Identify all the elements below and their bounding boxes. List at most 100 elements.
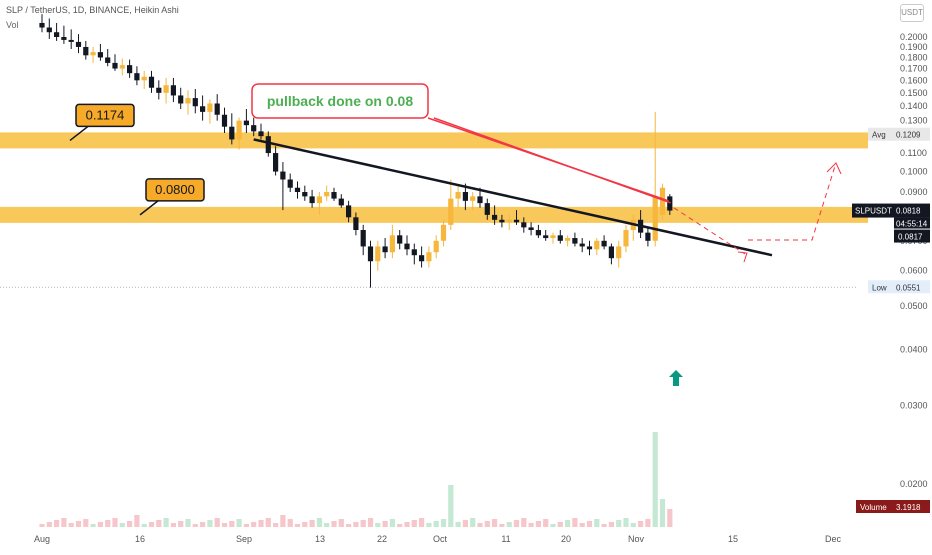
volume-bar — [448, 485, 454, 527]
volume-bar — [579, 523, 585, 527]
y-tick-label: 0.0300 — [900, 400, 928, 410]
volume-bar — [565, 520, 571, 527]
volume-bar — [287, 519, 293, 527]
volume-bar — [382, 521, 388, 527]
volume-bar — [667, 509, 673, 527]
volume-bar — [338, 519, 344, 527]
y-tick-label: 0.2000 — [900, 32, 928, 42]
candle-body — [557, 235, 563, 241]
candle-body — [411, 249, 417, 256]
x-tick-label: Oct — [433, 534, 448, 544]
candle-body — [375, 246, 381, 262]
volume-bar — [163, 518, 169, 527]
volume-bar — [192, 524, 198, 527]
volume-bar — [127, 521, 133, 527]
candle-body — [608, 246, 614, 259]
volume-label: Volume — [860, 503, 887, 512]
candle-body — [448, 198, 454, 225]
candle-body — [170, 85, 176, 96]
candle-body — [294, 187, 301, 193]
volume-bar — [389, 519, 395, 527]
candle-body — [346, 205, 352, 218]
symbol-title: SLP / TetherUS, 1D, BINANCE, Heikin Ashi — [6, 5, 179, 15]
volume-bar — [280, 515, 286, 527]
y-tick-label: 0.1300 — [900, 116, 928, 126]
candle-body — [105, 57, 111, 63]
callout-box-0.1174 — [75, 103, 135, 128]
currency-button[interactable]: USDT — [900, 4, 924, 22]
volume-bar — [346, 524, 352, 527]
volume-indicator-label: Vol — [6, 20, 19, 30]
volume-badge — [856, 500, 930, 513]
callout-box-0.0800 — [145, 178, 205, 202]
x-tick-label: Nov — [628, 534, 645, 544]
volume-bar — [608, 522, 614, 527]
candle-body — [397, 235, 403, 244]
candle-body — [572, 238, 578, 244]
candle-body — [499, 219, 505, 223]
candle-body — [39, 22, 45, 28]
candle-body — [565, 238, 571, 241]
candle-body — [258, 131, 264, 137]
volume-bar — [200, 522, 206, 527]
candle-body — [61, 37, 67, 40]
candle-body — [543, 235, 549, 239]
candle-body — [535, 230, 541, 236]
volume-bars — [39, 432, 673, 527]
volume-bar — [207, 520, 213, 527]
descending-trendline — [253, 138, 773, 257]
x-tick-label: Aug — [34, 534, 50, 544]
candle-body — [280, 171, 286, 180]
volume-bar — [499, 524, 505, 527]
volume-bar — [97, 522, 103, 527]
volume-bar — [331, 521, 337, 527]
candle-body — [163, 85, 169, 93]
last-price-badge — [852, 203, 930, 218]
x-tick-label: Dec — [825, 534, 842, 544]
candle-body — [382, 246, 388, 253]
volume-bar — [316, 518, 322, 527]
time-axis: Aug 16 Sep 13 22 Oct 11 20 Nov 15 Dec — [34, 534, 842, 544]
candle-body — [616, 246, 622, 259]
candle-body — [470, 196, 476, 201]
volume-bar — [258, 520, 264, 527]
second-price-badge — [894, 229, 930, 243]
candle-body — [200, 106, 206, 112]
candle-body — [513, 219, 520, 223]
callout-pointer — [139, 200, 159, 216]
callout-label: 0.1174 — [86, 107, 125, 122]
volume-bar — [90, 524, 96, 527]
annotation-box — [251, 83, 429, 119]
candle-body — [178, 95, 184, 104]
candle-body — [492, 214, 498, 220]
annotation-pointer — [433, 117, 671, 204]
volume-bar — [572, 518, 578, 527]
volume-bar — [156, 520, 162, 527]
volume-bar — [75, 521, 82, 527]
volume-bar — [594, 519, 600, 527]
volume-bar — [652, 432, 658, 527]
volume-bar — [141, 524, 147, 527]
volume-bar — [39, 524, 45, 527]
candle-body — [185, 98, 191, 104]
volume-bar — [367, 518, 374, 527]
volume-bar — [586, 521, 593, 527]
candle-body — [645, 232, 651, 241]
up-arrow-icon — [669, 370, 683, 386]
low-label: Low — [872, 283, 887, 292]
candle-body — [404, 243, 410, 250]
volume-bar — [324, 523, 330, 527]
y-tick-label: 0.1000 — [900, 167, 928, 177]
candle-body — [331, 192, 337, 199]
avg-badge — [868, 127, 930, 141]
candle-body — [83, 46, 89, 56]
candle-body — [302, 192, 308, 197]
volume-bar — [309, 520, 315, 527]
candle-body — [273, 153, 279, 172]
volume-bar — [243, 524, 249, 527]
candle-body — [601, 240, 607, 247]
volume-bar — [397, 524, 403, 527]
